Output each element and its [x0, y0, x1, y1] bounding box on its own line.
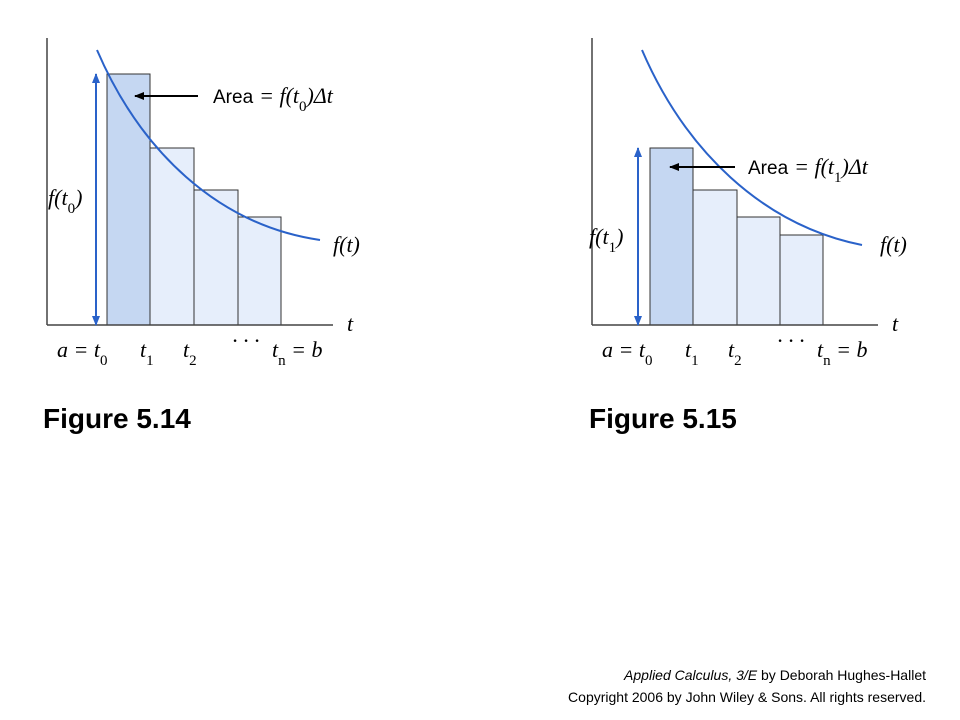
riemann-rect	[736, 216, 781, 326]
math-part: f(t	[48, 185, 68, 210]
math-part: t	[272, 337, 279, 362]
math-part: )	[614, 224, 623, 249]
math-part: n	[278, 353, 286, 369]
math-part: · · ·	[232, 328, 260, 353]
math-part: t	[183, 337, 190, 362]
riemann-rect	[237, 216, 282, 326]
height-label: f(t1)	[589, 224, 623, 256]
math-part: = b	[831, 337, 868, 362]
curve	[96, 49, 321, 241]
math-part: 0	[645, 353, 653, 369]
tick-label: t1	[685, 337, 699, 369]
math-part: )	[73, 185, 82, 210]
math-part: 0	[68, 201, 76, 217]
curve	[641, 49, 863, 246]
math-part: )Δt	[305, 83, 334, 108]
area-label: Area = f(t1)Δt	[748, 154, 869, 186]
riemann-rect	[779, 234, 824, 326]
math-part: 0	[299, 99, 307, 115]
riemann-rect	[193, 189, 239, 326]
math-part: t	[685, 337, 692, 362]
author: by Deborah Hughes-Hallet	[757, 667, 926, 683]
tick-label: t1	[140, 337, 154, 369]
area-formula: = f(t0)Δt	[259, 83, 334, 115]
math-part: n	[823, 353, 831, 369]
area-formula: = f(t1)Δt	[794, 154, 869, 186]
area-word: Area	[213, 87, 254, 108]
tick-label: a = t0	[57, 337, 107, 369]
tick-label: tn = b	[272, 337, 322, 369]
math-part: 1	[146, 353, 154, 369]
area-word: Area	[748, 158, 789, 179]
riemann-rect	[692, 189, 738, 326]
axis-label: t	[892, 311, 899, 336]
copyright: Copyright 2006 by John Wiley & Sons. All…	[568, 689, 926, 705]
math-part: f(t	[589, 224, 609, 249]
tick-label: a = t0	[602, 337, 652, 369]
math-part: 1	[609, 240, 617, 256]
footer-line1: Applied Calculus, 3/E by Deborah Hughes-…	[623, 667, 926, 683]
curve-label: f(t)	[333, 232, 360, 257]
math-part: 0	[100, 353, 108, 369]
curve-label: f(t)	[880, 232, 907, 257]
math-part: = b	[286, 337, 323, 362]
math-part: t	[140, 337, 147, 362]
caption: Figure 5.14	[43, 403, 191, 434]
tick-label: · · ·	[777, 328, 805, 353]
riemann-rect	[149, 147, 195, 326]
figures: Area = f(t0)Δtf(t0)f(t)ta = t0 t1 t2· · · tn…	[43, 38, 907, 434]
math-part: 2	[189, 353, 197, 369]
tick-label: · · ·	[232, 328, 260, 353]
riemann-rect	[106, 73, 151, 326]
math-part: = f(t	[794, 154, 835, 179]
area-label: Area = f(t0)Δt	[213, 83, 334, 115]
math-part: )Δt	[840, 154, 869, 179]
axis-label: t	[347, 311, 354, 336]
math-part: = f(t	[259, 83, 300, 108]
math-part: 1	[834, 170, 842, 186]
math-part: t	[817, 337, 824, 362]
math-part: a = t	[57, 337, 101, 362]
math-part: · · ·	[777, 328, 805, 353]
tick-label: tn = b	[817, 337, 867, 369]
riemann-rect	[649, 147, 694, 326]
caption: Figure 5.15	[589, 403, 737, 434]
tick-label: t2	[183, 337, 197, 369]
math-part: 1	[691, 353, 699, 369]
book-title: Applied Calculus, 3/E	[623, 667, 758, 683]
math-part: t	[728, 337, 735, 362]
height-label: f(t0)	[48, 185, 82, 217]
math-part: 2	[734, 353, 742, 369]
math-part: a = t	[602, 337, 646, 362]
tick-label: t2	[728, 337, 742, 369]
